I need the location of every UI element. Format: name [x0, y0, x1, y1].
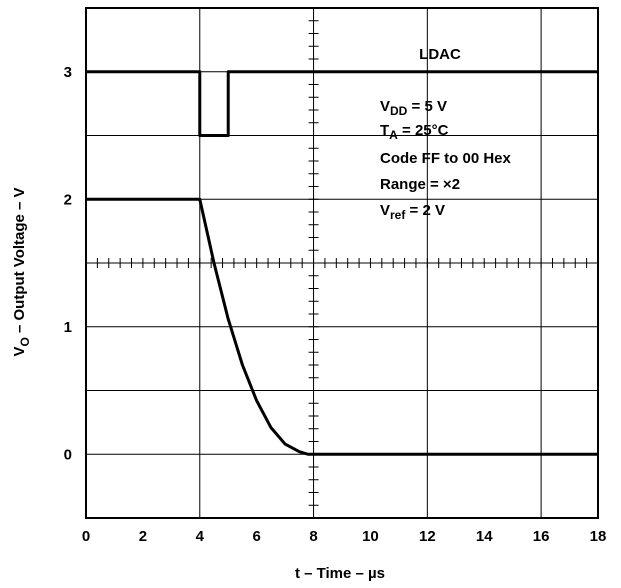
x-tick-labels: 0 2 4 6 8 10 12 14 16 18: [82, 528, 607, 545]
grid: [86, 8, 598, 518]
x-tick-label: 18: [590, 528, 607, 545]
vref-annotation: Vref = 2 V: [380, 202, 445, 222]
x-axis-title: t – Time – µs: [295, 565, 385, 582]
x-tick-label: 10: [362, 528, 379, 545]
output-voltage-series-line: [86, 197, 598, 456]
range-annotation: Range = ×2: [380, 176, 460, 193]
y-tick-label: 1: [64, 319, 72, 336]
x-tick-label: 12: [419, 528, 436, 545]
y-tick-label: 0: [64, 446, 72, 463]
x-tick-label: 2: [139, 528, 147, 545]
y-tick-label: 3: [64, 64, 72, 81]
ldac-series-line: [86, 70, 598, 137]
ldac-label: LDAC: [419, 46, 461, 63]
vdd-annotation: VDD = 5 V: [380, 98, 447, 118]
x-tick-label: 6: [252, 528, 260, 545]
annotations: LDAC VDD = 5 V TA = 25°C Code FF to 00 H…: [380, 46, 512, 222]
x-tick-label: 0: [82, 528, 90, 545]
plot-frame: [85, 7, 599, 519]
y-tick-labels: 0 1 2 3: [64, 64, 72, 464]
series: [86, 70, 598, 456]
x-tick-label: 16: [533, 528, 550, 545]
x-tick-label: 8: [309, 528, 317, 545]
code-annotation: Code FF to 00 Hex: [380, 150, 512, 167]
x-tick-label: 14: [476, 528, 493, 545]
y-tick-label: 2: [64, 191, 72, 208]
ta-annotation: TA = 25°C: [380, 122, 449, 142]
y-axis-title: VO – Output Voltage – V: [11, 187, 32, 356]
x-tick-label: 4: [196, 528, 205, 545]
